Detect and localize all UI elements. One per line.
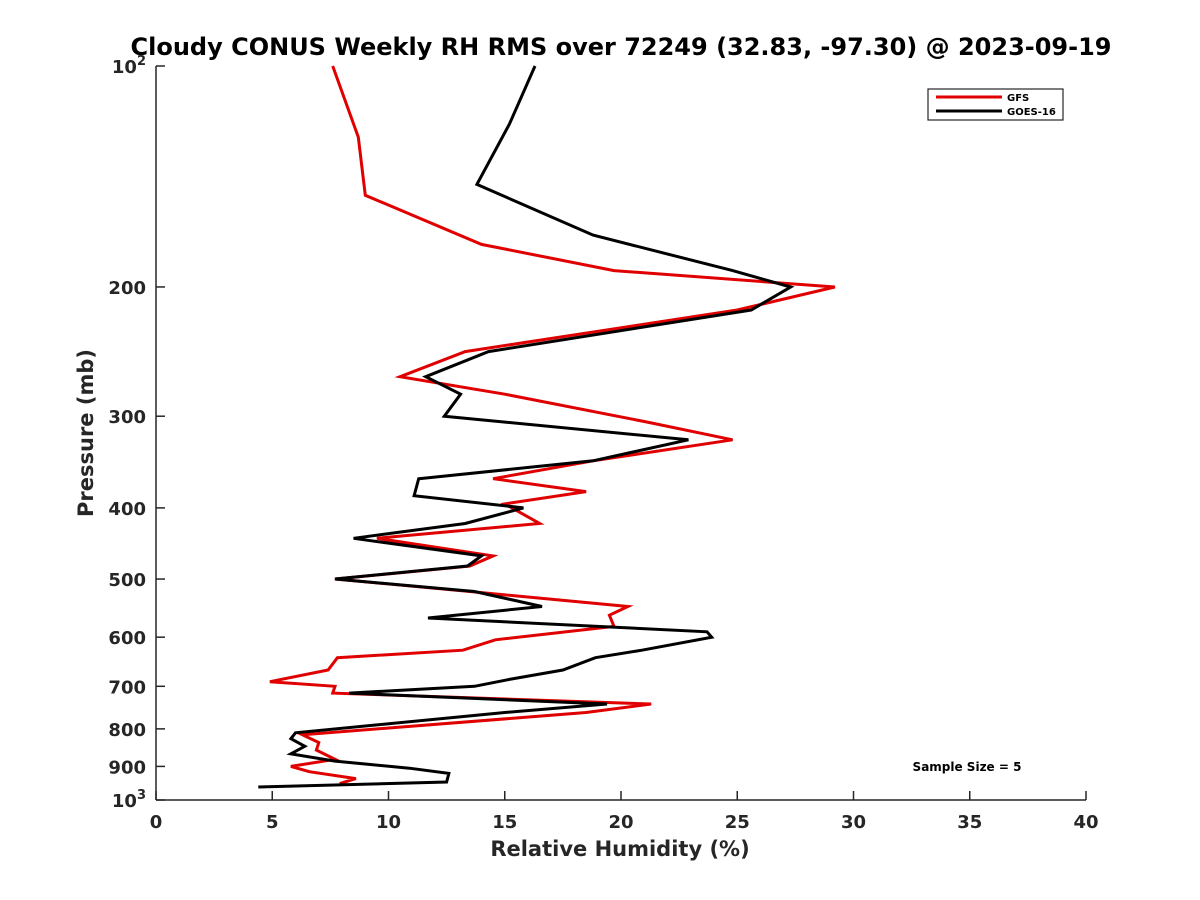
x-axis-label: Relative Humidity (%) <box>490 837 749 861</box>
plot-area: 0 5 10 15 20 25 30 35 40 10220030040050060070080… <box>108 54 1098 833</box>
y-tick-label: 500 <box>108 570 146 591</box>
y-tick-label: 700 <box>108 677 146 698</box>
y-tick-label-base: 700 <box>108 677 146 698</box>
legend-entry-label: GOES-16 <box>1007 107 1056 118</box>
y-tick-label: 300 <box>108 407 146 428</box>
series-line-goes-16 <box>258 65 795 789</box>
legend-entry-label: GFS <box>1007 93 1029 104</box>
y-tick-label-base: 600 <box>108 628 146 649</box>
x-tick-label: 5 <box>266 812 279 833</box>
sample-size-annotation: Sample Size = 5 <box>913 760 1022 774</box>
x-tick-label: 10 <box>376 812 401 833</box>
y-tick-label: 900 <box>108 757 146 778</box>
series-layer <box>258 65 836 789</box>
y-tick-label-base: 10 <box>112 57 137 78</box>
y-tick-label-base: 500 <box>108 570 146 591</box>
y-tick-label-base: 400 <box>108 499 146 520</box>
y-tick-label-base: 300 <box>108 407 146 428</box>
x-tick-label: 15 <box>492 812 517 833</box>
x-tick-label: 30 <box>841 812 866 833</box>
x-tick-label: 35 <box>957 812 982 833</box>
legend-items: GFS GOES-16 <box>936 93 1056 118</box>
y-tick-label: 400 <box>108 499 146 520</box>
y-tick-label-base: 800 <box>108 720 146 741</box>
x-tick-label: 0 <box>150 812 163 833</box>
x-axis-ticks: 0 5 10 15 20 25 30 35 40 <box>150 791 1099 833</box>
y-tick-label-base: 10 <box>112 791 137 812</box>
y-tick-label: 103 <box>112 788 146 812</box>
x-tick-label: 40 <box>1073 812 1098 833</box>
y-tick-label-exponent: 3 <box>137 788 146 803</box>
y-tick-label-base: 200 <box>108 278 146 299</box>
y-tick-label: 800 <box>108 720 146 741</box>
x-tick-label: 25 <box>725 812 750 833</box>
chart-title: Cloudy CONUS Weekly RH RMS over 72249 (3… <box>131 33 1112 61</box>
y-tick-label: 200 <box>108 278 146 299</box>
y-axis-label: Pressure (mb) <box>74 349 98 517</box>
y-tick-label-base: 900 <box>108 757 146 778</box>
y-tick-label: 600 <box>108 628 146 649</box>
legend-box <box>927 88 1064 121</box>
y-tick-label-exponent: 2 <box>137 54 146 69</box>
legend: GFS GOES-16 <box>927 88 1064 121</box>
x-tick-label: 20 <box>608 812 633 833</box>
y-tick-label: 102 <box>112 54 146 78</box>
